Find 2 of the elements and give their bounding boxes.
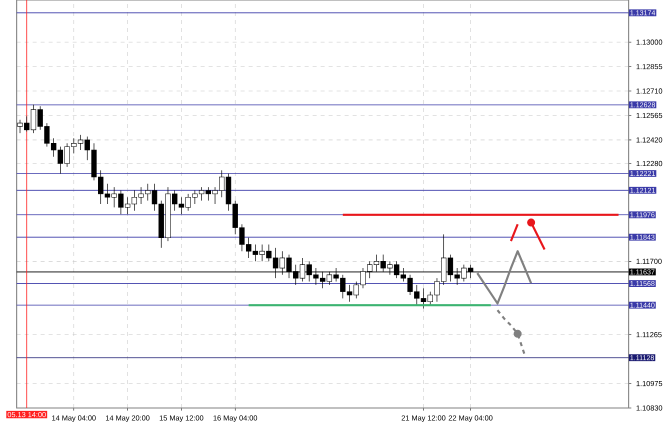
line-series [476, 250, 532, 305]
line-series [496, 309, 526, 356]
